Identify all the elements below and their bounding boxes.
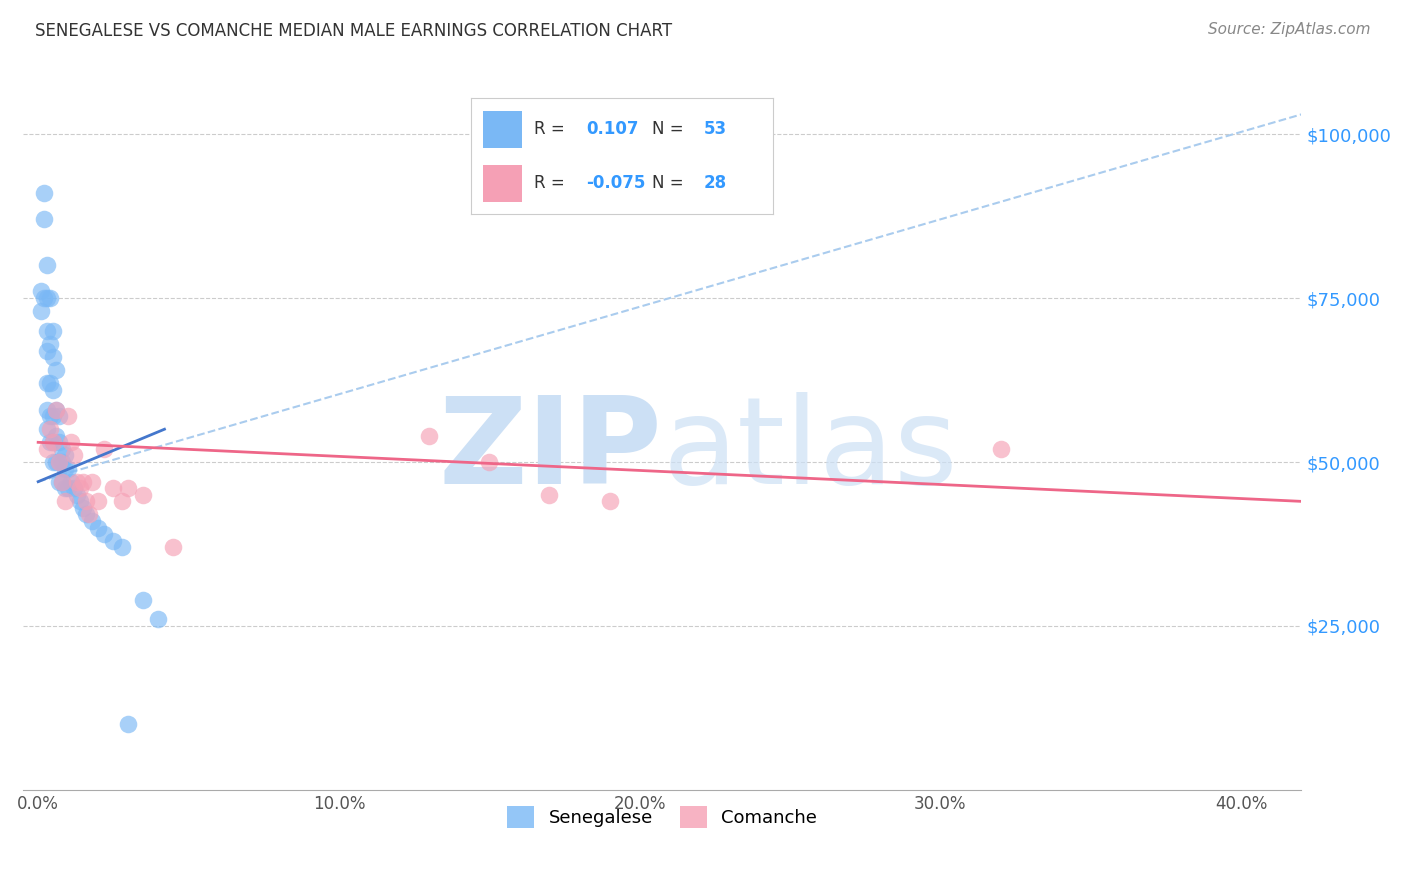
- Senegalese: [32, 186, 55, 201]
- Comanche: [58, 409, 80, 423]
- Senegalese: [53, 481, 76, 495]
- Text: 53: 53: [704, 120, 727, 138]
- Senegalese: [148, 612, 170, 626]
- Comanche: [45, 402, 67, 417]
- Senegalese: [32, 291, 55, 305]
- Text: R =: R =: [534, 174, 565, 192]
- Senegalese: [37, 402, 59, 417]
- Senegalese: [58, 461, 80, 475]
- Text: R =: R =: [534, 120, 565, 138]
- Comanche: [87, 494, 110, 508]
- Text: ZIP: ZIP: [439, 392, 662, 509]
- Senegalese: [103, 533, 125, 548]
- Comanche: [63, 449, 86, 463]
- Senegalese: [72, 500, 94, 515]
- Senegalese: [53, 461, 76, 475]
- Senegalese: [66, 488, 89, 502]
- Senegalese: [45, 429, 67, 443]
- Comanche: [132, 488, 155, 502]
- Senegalese: [48, 409, 70, 423]
- Comanche: [599, 494, 621, 508]
- Comanche: [162, 541, 184, 555]
- Comanche: [82, 475, 104, 489]
- Senegalese: [42, 350, 65, 364]
- Comanche: [53, 494, 76, 508]
- Bar: [484, 165, 523, 202]
- Senegalese: [51, 442, 73, 456]
- Senegalese: [37, 258, 59, 272]
- Senegalese: [87, 520, 110, 534]
- Senegalese: [111, 541, 134, 555]
- Senegalese: [75, 508, 97, 522]
- Senegalese: [48, 435, 70, 450]
- Senegalese: [42, 324, 65, 338]
- Comanche: [77, 508, 100, 522]
- Senegalese: [42, 435, 65, 450]
- Senegalese: [58, 481, 80, 495]
- Text: Source: ZipAtlas.com: Source: ZipAtlas.com: [1208, 22, 1371, 37]
- Comanche: [117, 481, 139, 495]
- Comanche: [111, 494, 134, 508]
- Senegalese: [45, 363, 67, 377]
- Senegalese: [93, 527, 115, 541]
- Senegalese: [37, 291, 59, 305]
- Text: N =: N =: [652, 174, 683, 192]
- Comanche: [93, 442, 115, 456]
- Bar: [484, 111, 523, 148]
- Senegalese: [51, 455, 73, 469]
- Legend: Senegalese, Comanche: Senegalese, Comanche: [501, 798, 824, 835]
- Senegalese: [39, 435, 62, 450]
- Comanche: [69, 481, 91, 495]
- Comanche: [48, 455, 70, 469]
- Senegalese: [60, 475, 83, 489]
- Senegalese: [37, 422, 59, 436]
- Senegalese: [117, 717, 139, 731]
- Senegalese: [63, 481, 86, 495]
- Senegalese: [42, 455, 65, 469]
- Senegalese: [37, 343, 59, 358]
- Senegalese: [37, 324, 59, 338]
- Senegalese: [82, 514, 104, 528]
- Senegalese: [39, 291, 62, 305]
- Comanche: [538, 488, 561, 502]
- Comanche: [103, 481, 125, 495]
- Senegalese: [45, 402, 67, 417]
- Senegalese: [30, 304, 52, 318]
- Text: N =: N =: [652, 120, 683, 138]
- Text: 0.107: 0.107: [586, 120, 638, 138]
- Comanche: [66, 475, 89, 489]
- Senegalese: [132, 592, 155, 607]
- Comanche: [478, 455, 501, 469]
- Comanche: [75, 494, 97, 508]
- Senegalese: [48, 475, 70, 489]
- Senegalese: [39, 409, 62, 423]
- Senegalese: [53, 449, 76, 463]
- Comanche: [418, 429, 440, 443]
- Senegalese: [32, 212, 55, 227]
- Comanche: [60, 435, 83, 450]
- Comanche: [39, 422, 62, 436]
- Senegalese: [51, 475, 73, 489]
- Senegalese: [48, 455, 70, 469]
- Senegalese: [42, 409, 65, 423]
- Comanche: [990, 442, 1012, 456]
- Senegalese: [39, 376, 62, 391]
- Text: -0.075: -0.075: [586, 174, 645, 192]
- Senegalese: [42, 383, 65, 397]
- Comanche: [37, 442, 59, 456]
- Text: 28: 28: [704, 174, 727, 192]
- Comanche: [51, 475, 73, 489]
- Text: SENEGALESE VS COMANCHE MEDIAN MALE EARNINGS CORRELATION CHART: SENEGALESE VS COMANCHE MEDIAN MALE EARNI…: [35, 22, 672, 40]
- Senegalese: [37, 376, 59, 391]
- Senegalese: [45, 455, 67, 469]
- Senegalese: [39, 337, 62, 351]
- Comanche: [42, 435, 65, 450]
- Senegalese: [30, 285, 52, 299]
- Comanche: [72, 475, 94, 489]
- Senegalese: [69, 494, 91, 508]
- Text: atlas: atlas: [662, 392, 957, 509]
